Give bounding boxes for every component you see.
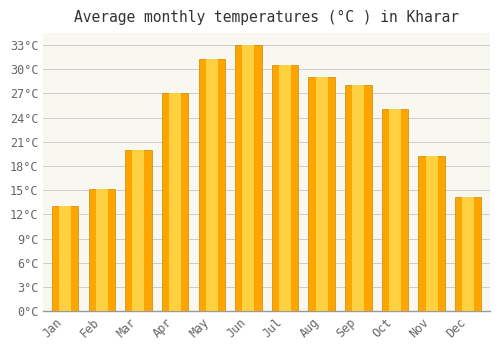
Bar xyxy=(88,189,115,311)
Bar xyxy=(462,197,474,311)
Bar xyxy=(382,110,408,311)
Bar xyxy=(96,189,108,311)
Bar xyxy=(198,60,225,311)
Bar xyxy=(125,150,152,311)
Bar xyxy=(52,206,78,311)
Bar xyxy=(316,77,328,311)
Bar xyxy=(272,65,298,311)
Bar xyxy=(352,85,364,311)
Bar xyxy=(345,85,372,311)
Bar xyxy=(418,156,445,311)
Bar xyxy=(169,93,181,311)
Title: Average monthly temperatures (°C ) in Kharar: Average monthly temperatures (°C ) in Kh… xyxy=(74,10,459,25)
Bar xyxy=(242,45,254,311)
Bar xyxy=(132,150,144,311)
Bar xyxy=(59,206,71,311)
Bar xyxy=(426,156,438,311)
Bar xyxy=(455,197,481,311)
Bar xyxy=(206,60,218,311)
Bar xyxy=(308,77,335,311)
Bar xyxy=(162,93,188,311)
Bar xyxy=(389,110,401,311)
Bar xyxy=(279,65,291,311)
Bar xyxy=(235,45,262,311)
